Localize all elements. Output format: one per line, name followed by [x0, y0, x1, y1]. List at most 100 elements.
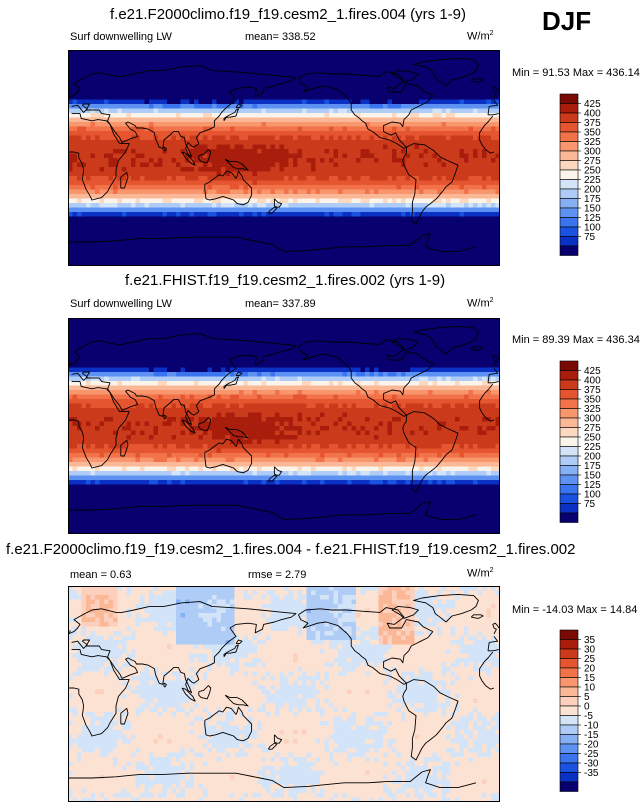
panel-2-grid-cell [410, 327, 416, 333]
panel-1-grid-cell [86, 234, 92, 240]
panel-1-grid-cell [293, 95, 299, 101]
panel-1-grid-cell [171, 86, 177, 92]
panel-1-grid-cell [347, 194, 353, 200]
panel-2-grid-cell [405, 318, 411, 324]
panel-1-grid-cell [419, 243, 425, 249]
panel-1-grid-cell [437, 54, 443, 60]
panel-1-grid-cell [113, 68, 119, 74]
panel-1-grid-cell [266, 167, 272, 173]
panel-1-grid-cell [117, 113, 123, 119]
panel-1-grid-cell [459, 221, 465, 227]
panel-1-grid-cell [248, 135, 254, 141]
panel-1-grid-cell [140, 185, 146, 191]
panel-1-grid-cell [419, 117, 425, 123]
panel-1-grid-cell [257, 135, 263, 141]
panel-1-grid-cell [90, 77, 96, 83]
panel-1-grid-cell [414, 113, 420, 119]
panel-1-grid-cell [72, 248, 78, 254]
panel-1-grid-cell [216, 140, 222, 146]
panel-1-grid-cell [324, 189, 330, 195]
panel-1-grid-cell [275, 140, 281, 146]
panel-1-grid-cell [455, 131, 461, 137]
panel-1-grid-cell [374, 257, 380, 263]
panel-1-grid-cell [185, 99, 191, 105]
panel-1-grid-cell [468, 144, 474, 150]
panel-1-grid-cell [189, 243, 195, 249]
panel-1-grid-cell [86, 212, 92, 218]
panel-1-grid-cell [401, 81, 407, 87]
panel-1-grid-cell [342, 95, 348, 101]
panel-1-grid-cell [324, 68, 330, 74]
panel-1-grid-cell [360, 126, 366, 132]
panel-1-grid-cell [387, 140, 393, 146]
panel-1-grid-cell [225, 207, 231, 213]
panel-1-grid-cell [135, 257, 141, 263]
panel-1-grid-cell [387, 239, 393, 245]
panel-1-grid-cell [203, 54, 209, 60]
panel-1-grid-cell [473, 99, 479, 105]
panel-1-grid-cell [230, 212, 236, 218]
panel-1-grid-cell [428, 117, 434, 123]
panel-1-grid-cell [306, 135, 312, 141]
panel-1-grid-cell [306, 216, 312, 222]
panel-1-grid-cell [117, 63, 123, 69]
panel-1-grid-cell [392, 185, 398, 191]
panel-1-grid-cell [477, 194, 483, 200]
panel-1-grid-cell [90, 243, 96, 249]
panel-1-grid-cell [266, 104, 272, 110]
panel-1-grid-cell [81, 189, 87, 195]
panel-1-grid-cell [122, 248, 128, 254]
panel-1-grid-cell [383, 95, 389, 101]
panel-1-grid-cell [131, 68, 137, 74]
panel-1-grid-cell [333, 122, 339, 128]
panel-1-grid-cell [126, 135, 132, 141]
panel-1-grid-cell [306, 108, 312, 114]
panel-1-grid-cell [387, 135, 393, 141]
panel-1-grid-cell [212, 189, 218, 195]
panel-2-grid-cell [81, 322, 87, 328]
panel-1-grid-cell [437, 131, 443, 137]
panel-1-grid-cell [288, 243, 294, 249]
panel-1-grid-cell [117, 261, 123, 266]
panel-1-grid-cell [369, 117, 375, 123]
panel-1-grid-cell [194, 54, 200, 60]
panel-1-grid-cell [113, 104, 119, 110]
panel-1-grid-cell [423, 86, 429, 92]
panel-1-grid-cell [216, 243, 222, 249]
panel-1-grid-cell [378, 126, 384, 132]
panel-1-grid-cell [491, 194, 497, 200]
panel-1-grid-cell [306, 176, 312, 182]
panel-1-grid-cell [257, 167, 263, 173]
panel-1-grid-cell [432, 54, 438, 60]
panel-1-grid-cell [419, 221, 425, 227]
panel-1-grid-cell [72, 185, 78, 191]
panel-1-grid-cell [477, 63, 483, 69]
panel-1-grid-cell [185, 113, 191, 119]
panel-1-grid-cell [135, 158, 141, 164]
panel-1-grid-cell [176, 153, 182, 159]
panel-1-grid-cell [95, 113, 101, 119]
panel-1-grid-cell [414, 135, 420, 141]
panel-1-grid-cell [104, 230, 110, 236]
panel-1-grid-cell [333, 50, 339, 56]
panel-1-grid-cell [468, 126, 474, 132]
panel-2-grid-cell [360, 318, 366, 324]
panel-1-grid-cell [473, 221, 479, 227]
panel-1-grid-cell [158, 113, 164, 119]
panel-1-grid-cell [302, 144, 308, 150]
panel-2-grid-cell [477, 327, 483, 333]
panel-1-grid-cell [369, 131, 375, 137]
panel-1-grid-cell [464, 252, 470, 258]
panel-1-grid-cell [473, 122, 479, 128]
panel-2-grid-cell [482, 327, 488, 333]
panel-1-grid-cell [378, 54, 384, 60]
panel-1-grid-cell [194, 72, 200, 78]
panel-2-grid-cell [158, 327, 164, 333]
panel-1-coast-antarctica [68, 236, 285, 252]
panel-1-grid-cell [243, 162, 249, 168]
panel-1-grid-cell [428, 59, 434, 65]
panel-1-grid-cell [225, 99, 231, 105]
panel-1-grid-cell [288, 248, 294, 254]
panel-1-grid-cell [414, 54, 420, 60]
panel-1-grid-cell [149, 59, 155, 65]
